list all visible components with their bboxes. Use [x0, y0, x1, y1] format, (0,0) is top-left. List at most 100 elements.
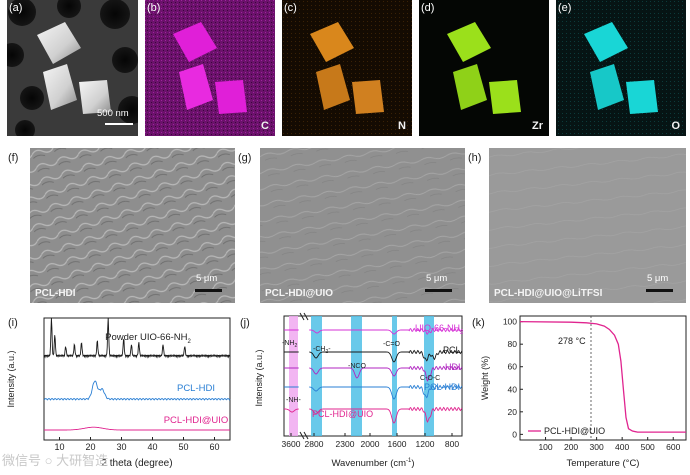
sem-image-h: PCL-HDI@UIO@LiTFSI 5 μm	[489, 148, 686, 303]
ftir-legend-uio: UIO-66-NH2	[415, 323, 464, 336]
tem-image: (a) 500 nm	[7, 0, 138, 136]
tga-xtick-label: 100	[538, 442, 552, 452]
ftir-xtick-label: 800	[445, 439, 459, 449]
ftir-xlabel: Wavenumber (cm-1)	[331, 458, 414, 469]
scale-bar-h	[646, 289, 673, 292]
xrd-legend-uio-sub: 2	[188, 339, 192, 345]
eds-map-n: (c) N	[282, 0, 412, 136]
xrd-xtick-label: 60	[209, 442, 219, 452]
tga-series-line	[519, 320, 686, 433]
ftir-xtick-label: 2800	[305, 439, 324, 449]
scale-label-a: 500 nm	[97, 108, 129, 119]
tga-xtick-label: 200	[564, 442, 578, 452]
ftir-annot-ch2: -CH2-	[313, 346, 331, 355]
scale-bar-g	[425, 289, 452, 292]
tga-xlabel: Temperature (°C)	[567, 458, 640, 469]
ftir-annot-coc: C-O-C	[420, 375, 440, 382]
tga-ytick-label: 80	[508, 339, 518, 349]
xrd-xtick-label: 40	[147, 442, 157, 452]
eds-zr-map	[419, 0, 549, 136]
element-label-n: N	[398, 120, 406, 132]
ftir-annot-nh2-text: -NH	[282, 340, 294, 347]
scale-label-h: 5 μm	[647, 273, 669, 284]
tga-xtick-label: 600	[666, 442, 680, 452]
panel-letter-i: (i)	[8, 317, 18, 329]
tga-ytick-label: 20	[508, 407, 518, 417]
ftir-series-line	[284, 384, 463, 400]
tga-ytick-label: 0	[512, 429, 517, 439]
ftir-legend-pcl-hdi: PCL-HDI	[424, 382, 460, 392]
ftir-series-group	[284, 327, 463, 424]
ftir-series-line	[284, 406, 463, 424]
panel-letter-f: (f)	[8, 152, 19, 164]
sem-label-g: PCL-HDI@UIO	[265, 288, 334, 299]
element-label-zr: Zr	[532, 120, 543, 132]
xrd-legend-pcl-hdi: PCL-HDI	[177, 383, 215, 394]
panel-letter-g: (g)	[238, 152, 252, 164]
ftir-plot: 3600 2800 2300 2000 1600 1200 800 Wavenumber (…	[254, 312, 464, 469]
ftir-axis-break	[299, 312, 309, 440]
panel-letter-e: (e)	[558, 2, 572, 14]
ftir-band-coc	[424, 316, 434, 436]
ftir-xlabel-text: Wavenumber (cm	[331, 458, 406, 469]
eds-c-map	[145, 0, 275, 136]
tga-tick-group: 100 200 300 400 500 600 0 20 40 60 80 100	[503, 317, 681, 452]
tga-series-group	[519, 316, 686, 440]
ftir-series-line	[284, 327, 463, 335]
tga-plot: 100 200 300 400 500 600 0 20 40 60 80 100 Temperatu…	[480, 315, 687, 469]
element-label-c: C	[261, 120, 269, 132]
ftir-ylabel: Intensity (a.u.)	[254, 349, 264, 406]
ftir-legend-uio-sub: 2	[460, 330, 464, 336]
panel-letter-j: (j)	[240, 317, 250, 329]
tga-ytick-label: 60	[508, 362, 518, 372]
scale-label-g: 5 μm	[426, 273, 448, 284]
ftir-legend-uio-name: UIO-66-NH	[415, 323, 460, 333]
tga-legend: PCL-HDI@UIO	[544, 426, 605, 436]
element-label-o: O	[671, 120, 680, 132]
ftir-annot-nh2-sub: 2	[294, 343, 297, 349]
sem-surface-h	[489, 148, 686, 303]
ftir-annot-ch2-sub: 2	[325, 349, 328, 355]
panel-letter-d: (d)	[421, 2, 435, 14]
tga-annotation: 278 °C	[558, 336, 586, 346]
ftir-legend-hdi: HDI	[445, 362, 461, 372]
tga-ylabel: Weight (%)	[480, 356, 490, 400]
eds-map-c: (b) C	[145, 0, 275, 136]
tga-ytick-label: 40	[508, 384, 518, 394]
ftir-annot-nco: -NCO	[348, 363, 366, 370]
xrd-series-line	[43, 317, 231, 359]
ftir-xtick-label: 2000	[361, 439, 380, 449]
tga-frame	[519, 315, 687, 441]
sem-surface-g	[260, 148, 465, 303]
ftir-chart: 3600 2800 2300 2000 1600 1200 800 Wavenumber (…	[234, 312, 466, 470]
ftir-frame	[283, 315, 463, 437]
ftir-xtick-label: 2300	[336, 439, 355, 449]
sem-image-f: PCL-HDI 5 μm	[30, 148, 235, 303]
watermark: 微信号 ○ 大研智造	[2, 453, 109, 468]
ftir-series-line	[284, 349, 463, 363]
eds-map-o: (e) O	[556, 0, 686, 136]
ftir-band-nco	[351, 316, 362, 436]
xrd-legend-uio-name: Powder UIO-66-NH	[105, 332, 187, 343]
ftir-legend-pcl: PCL	[443, 345, 461, 355]
ftir-annot-nh: -NH-	[286, 397, 301, 404]
ftir-xtick-label: 3600	[282, 439, 301, 449]
ftir-xlabel-sup: -1	[406, 458, 412, 464]
ftir-annot-co: -C=O	[383, 341, 400, 348]
panel-letter-a: (a)	[9, 2, 23, 14]
xrd-series-group	[43, 317, 231, 431]
sem-surface-f	[30, 148, 235, 303]
ftir-annot-ch2-text: -CH	[313, 346, 325, 353]
tga-chart: 100 200 300 400 500 600 0 20 40 60 80 100 Temperatu…	[466, 312, 690, 470]
xrd-series-line	[44, 426, 230, 431]
xrd-xtick-label: 50	[178, 442, 188, 452]
xrd-xtick-label: 30	[116, 442, 126, 452]
panel-letter-c: (c)	[284, 2, 297, 14]
ftir-legend-pcl-hdi-uio: PCL-HDI@UIO	[312, 409, 373, 419]
xrd-legend-uio: Powder UIO-66-NH2	[105, 332, 191, 345]
ftir-xtick-label: 1200	[416, 439, 435, 449]
xrd-xlabel: 2 theta (degree)	[101, 458, 172, 469]
panel-letter-k: (k)	[472, 317, 485, 329]
xrd-series-line	[43, 380, 231, 401]
tem-micrograph	[7, 0, 138, 136]
